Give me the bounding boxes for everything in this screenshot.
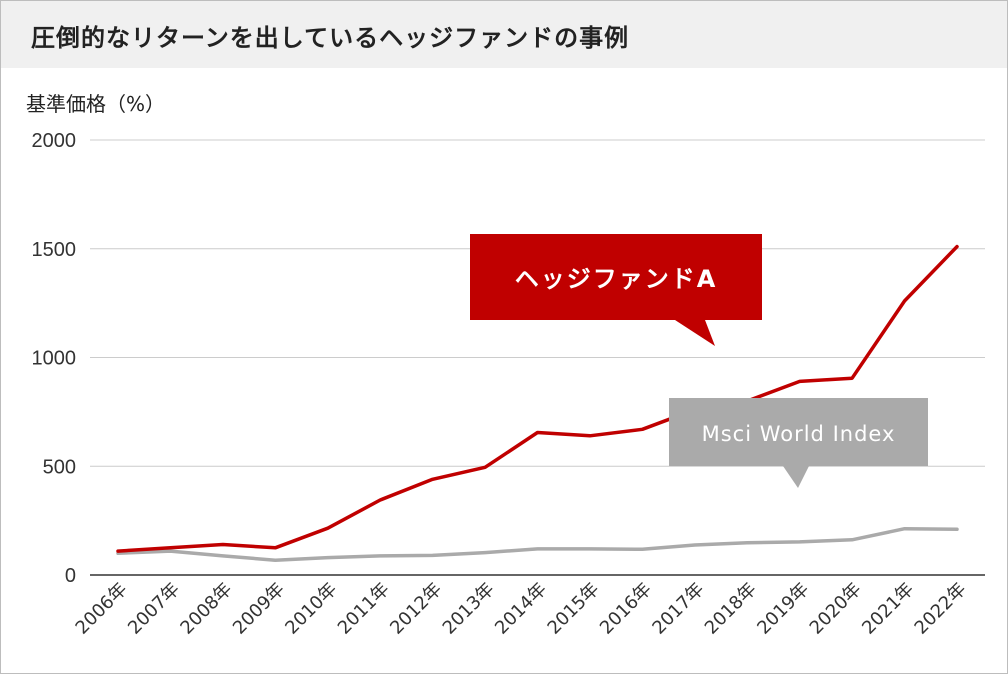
x-tick-label: 2014年 (491, 579, 551, 639)
x-tick-label: 2009年 (229, 579, 289, 639)
x-tick-label: 2022年 (911, 579, 971, 639)
x-tick-label: 2012年 (386, 579, 446, 639)
callout-label: ヘッジファンドA (515, 265, 718, 293)
callout-box (669, 398, 928, 466)
x-tick-label: 2015年 (544, 579, 604, 639)
series-line (116, 244, 959, 553)
series-line (116, 526, 959, 562)
x-tick-label: 2021年 (858, 579, 918, 639)
x-tick-labels: 2006年2007年2008年2009年2010年2011年2012年2013年… (72, 579, 971, 639)
x-tick-label: 2016年 (596, 579, 656, 639)
x-tick-label: 2017年 (648, 579, 708, 639)
x-tick-label: 2006年 (72, 579, 132, 639)
y-tick-label: 1000 (32, 348, 77, 370)
series-lines (116, 244, 959, 562)
x-tick-label: 2011年 (334, 579, 394, 639)
y-tick-label: 0 (65, 565, 76, 587)
gridlines (90, 139, 985, 576)
x-tick-label: 2019年 (753, 579, 813, 639)
x-tick-label: 2018年 (701, 579, 761, 639)
chart-title: 圧倒的なリターンを出しているヘッジファンドの事例 (31, 24, 630, 52)
gray-callout: Msci World Index (669, 398, 928, 488)
callout-label: Msci World Index (702, 422, 896, 446)
x-tick-label: 2008年 (176, 579, 236, 639)
x-tick-label: 2020年 (806, 579, 866, 639)
x-tick-label: 2010年 (281, 579, 341, 639)
x-tick-label: 2007年 (124, 579, 184, 639)
x-tick-label: 2013年 (439, 579, 499, 639)
y-axis-label: 基準価格（%） (26, 92, 166, 116)
y-tick-labels: 0 500 1000 1500 2000 (32, 130, 77, 587)
y-tick-label: 1500 (32, 239, 77, 261)
y-tick-label: 500 (43, 456, 76, 478)
chart-header: 圧倒的なリターンを出しているヘッジファンドの事例 (1, 1, 1007, 68)
callouts: ヘッジファンドA Msci World Index (470, 234, 928, 488)
callout-box (470, 234, 762, 320)
callout-pointer (675, 320, 715, 346)
red-callout: ヘッジファンドA (470, 234, 762, 346)
y-tick-label: 2000 (32, 130, 77, 152)
callout-pointer (783, 466, 809, 488)
